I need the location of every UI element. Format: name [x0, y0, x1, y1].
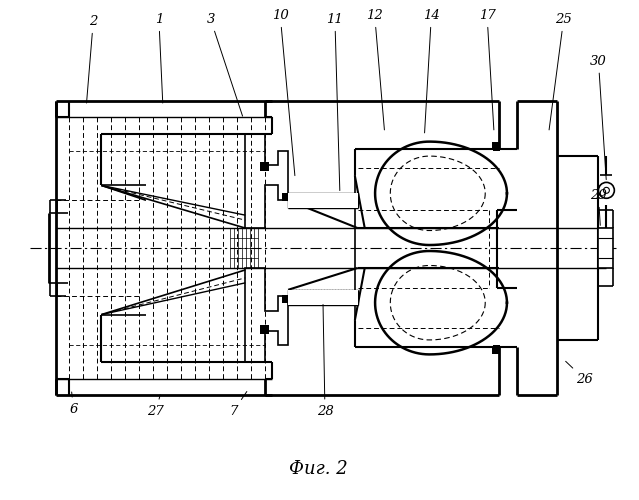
Circle shape: [603, 188, 610, 194]
Bar: [492, 346, 500, 354]
Text: Фиг. 2: Фиг. 2: [289, 460, 348, 478]
Text: 27: 27: [148, 395, 164, 417]
Bar: [492, 142, 500, 150]
Circle shape: [599, 182, 614, 198]
Bar: [260, 162, 269, 172]
Text: 25: 25: [549, 13, 572, 130]
Bar: [493, 144, 500, 150]
Text: 28: 28: [316, 304, 334, 418]
Bar: [282, 294, 290, 302]
Text: 30: 30: [590, 54, 607, 180]
Bar: [260, 324, 269, 334]
Text: 7: 7: [229, 392, 247, 417]
Text: 1: 1: [155, 13, 163, 103]
Text: 3: 3: [206, 13, 243, 116]
Text: 10: 10: [272, 9, 295, 175]
Text: 6: 6: [69, 392, 77, 415]
Bar: [288, 194, 358, 208]
Text: 17: 17: [479, 9, 495, 130]
Text: 11: 11: [327, 13, 343, 190]
Text: 14: 14: [423, 9, 440, 133]
Text: 26: 26: [566, 362, 593, 386]
Polygon shape: [245, 134, 288, 228]
Bar: [288, 290, 358, 304]
Text: 12: 12: [366, 9, 385, 130]
Bar: [493, 346, 500, 352]
Text: 2: 2: [86, 15, 98, 103]
Text: 29: 29: [590, 189, 607, 226]
Bar: [282, 194, 290, 202]
Polygon shape: [245, 268, 288, 362]
Bar: [599, 228, 613, 268]
